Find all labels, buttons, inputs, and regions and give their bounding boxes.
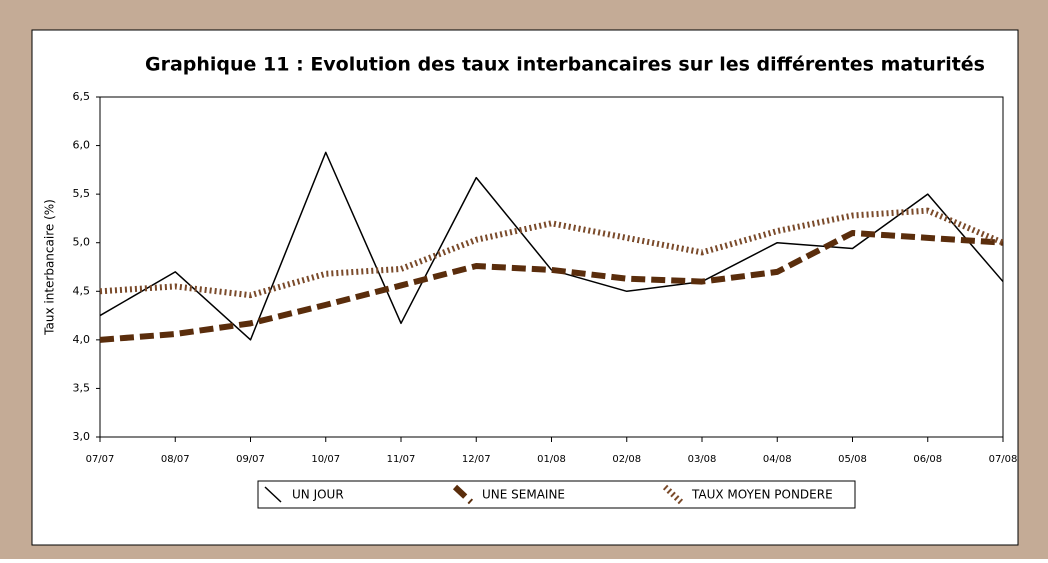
x-tick-label: 03/08 xyxy=(688,454,717,465)
y-axis-label: Taux interbancaire (%) xyxy=(43,199,57,336)
legend-swatch xyxy=(452,484,474,505)
legend-swatch xyxy=(264,486,282,503)
legend-label: UNE SEMAINE xyxy=(482,488,565,502)
x-tick-label: 07/07 xyxy=(86,454,115,465)
chart-title: Graphique 11 : Evolution des taux interb… xyxy=(145,54,985,76)
x-tick-label: 02/08 xyxy=(612,454,641,465)
y-tick-label: 3,0 xyxy=(73,430,91,443)
y-tick-label: 5,0 xyxy=(73,236,91,249)
x-tick-label: 12/07 xyxy=(462,454,491,465)
legend-label: TAUX MOYEN PONDERE xyxy=(691,488,833,502)
x-tick-label: 07/08 xyxy=(989,454,1018,465)
x-tick-label: 05/08 xyxy=(838,454,867,465)
y-tick-label: 3,5 xyxy=(73,381,91,394)
legend xyxy=(257,480,856,509)
series-line xyxy=(99,207,1005,299)
x-tick-label: 01/08 xyxy=(537,454,566,465)
y-tick-label: 5,5 xyxy=(73,187,91,200)
x-tick-label: 04/08 xyxy=(763,454,792,465)
x-tick-label: 10/07 xyxy=(311,454,340,465)
x-tick-label: 06/08 xyxy=(913,454,942,465)
series-line xyxy=(99,230,1004,343)
x-tick-label: 09/07 xyxy=(236,454,265,465)
y-tick-label: 6,5 xyxy=(73,90,91,103)
legend-swatch xyxy=(662,484,684,505)
legend-label: UN JOUR xyxy=(292,488,344,502)
y-tick-label: 6,0 xyxy=(73,139,91,152)
x-tick-label: 11/07 xyxy=(387,454,416,465)
y-tick-label: 4,0 xyxy=(73,333,91,346)
series-line xyxy=(99,151,1004,341)
y-tick-label: 4,5 xyxy=(73,284,91,297)
x-tick-label: 08/07 xyxy=(161,454,190,465)
